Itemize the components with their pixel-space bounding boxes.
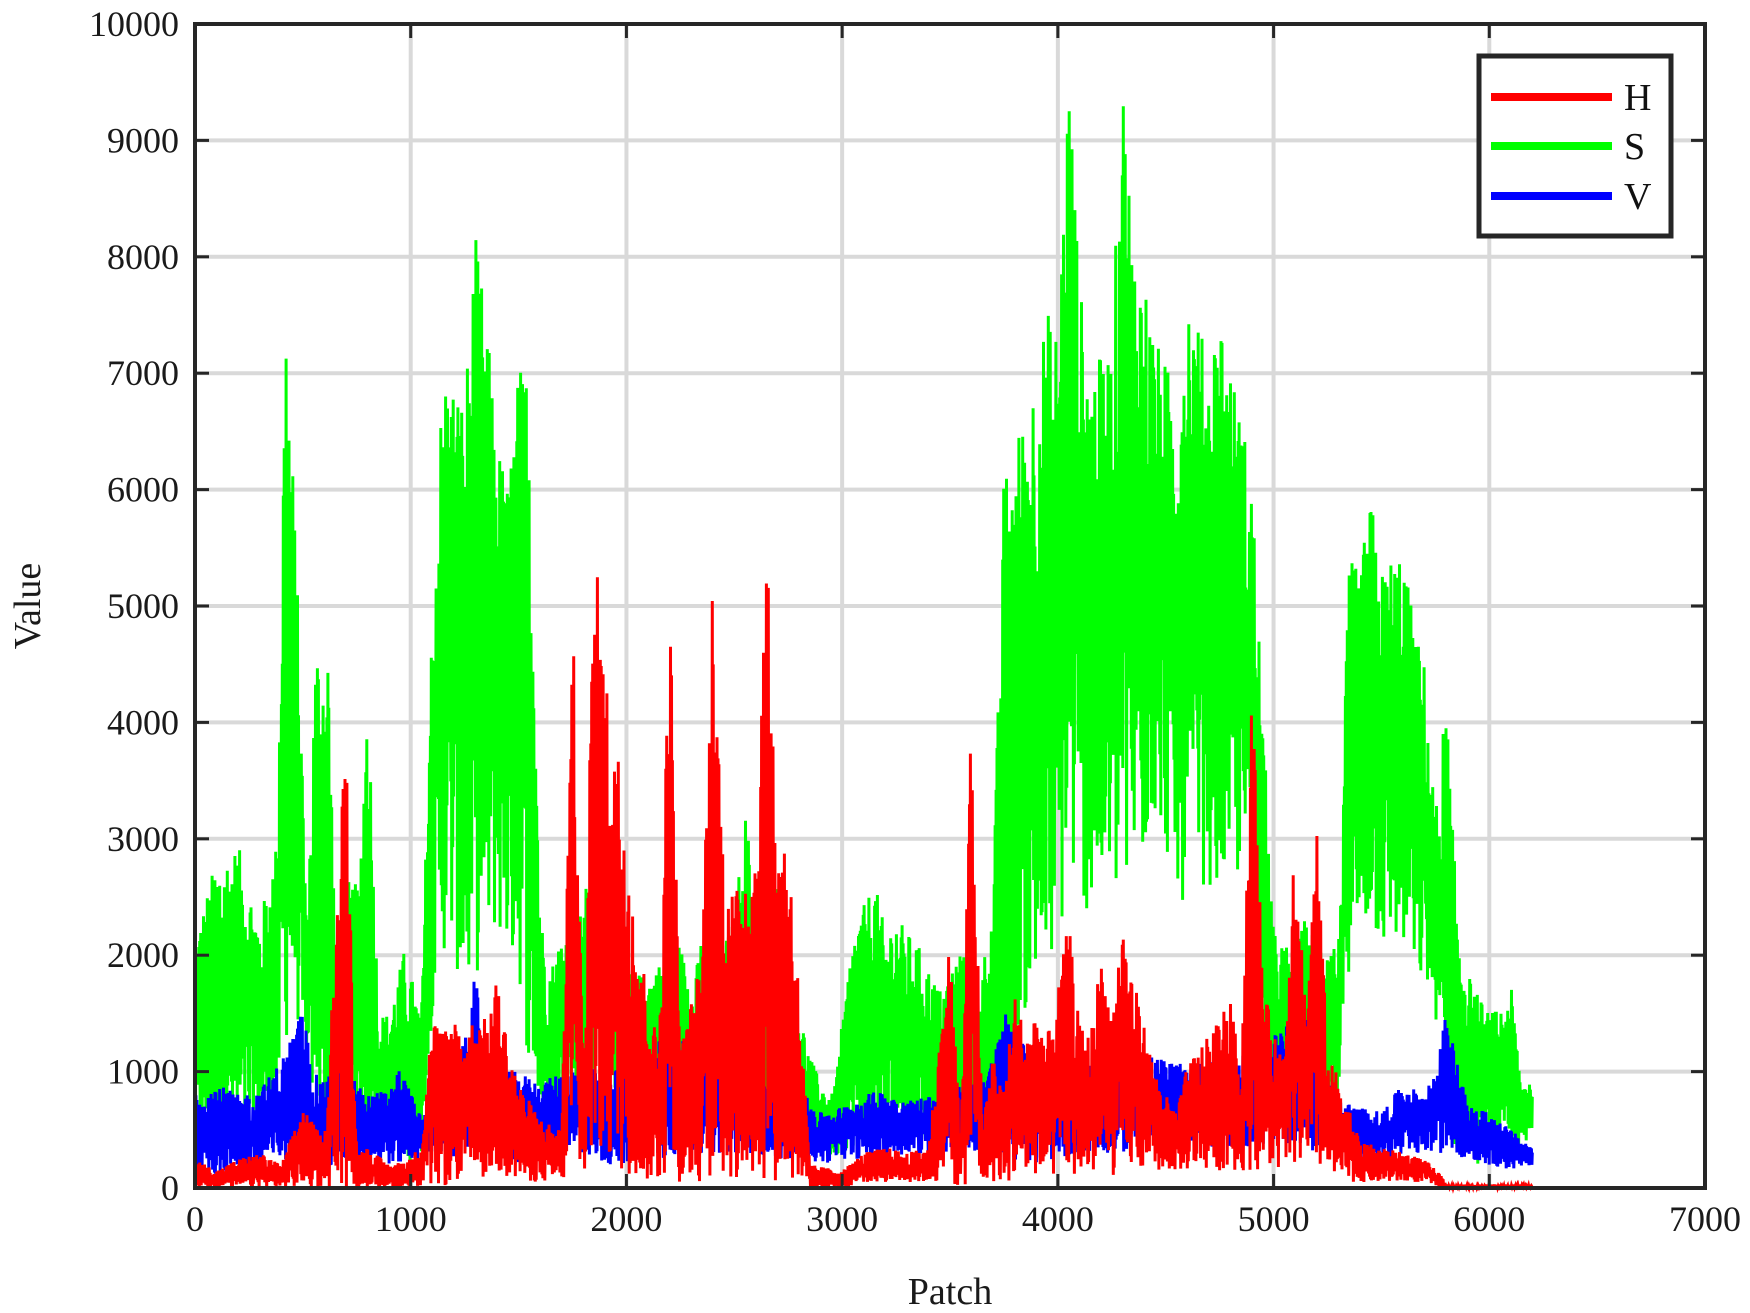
x-tick-labels: 0 1000 2000 3000 4000 5000 6000 7000 xyxy=(186,1199,1741,1239)
x-tick-label-3: 3000 xyxy=(806,1199,878,1239)
legend-label-s: S xyxy=(1624,126,1645,168)
y-tick-label-8: 8000 xyxy=(107,237,179,277)
legend: H S V xyxy=(1476,53,1674,239)
y-tick-label-5: 5000 xyxy=(107,586,179,626)
legend-label-h: H xyxy=(1624,77,1651,119)
y-tick-label-9: 9000 xyxy=(107,120,179,160)
y-tick-label-2: 2000 xyxy=(107,935,179,975)
x-tick-label-5: 5000 xyxy=(1238,1199,1310,1239)
series-line-h xyxy=(193,577,1534,1194)
x-tick-label-2: 2000 xyxy=(590,1199,662,1239)
x-tick-label-0: 0 xyxy=(186,1199,204,1239)
x-tick-label-4: 4000 xyxy=(1022,1199,1094,1239)
x-tick-label-7: 7000 xyxy=(1669,1199,1741,1239)
legend-label-v: V xyxy=(1624,176,1652,218)
tick-marks xyxy=(193,22,1707,1190)
y-tick-label-3: 3000 xyxy=(107,819,179,859)
series-layer xyxy=(193,106,1534,1194)
y-tick-label-7: 7000 xyxy=(107,353,179,393)
x-axis-title: Patch xyxy=(908,1271,992,1313)
x-tick-label-1: 1000 xyxy=(375,1199,447,1239)
x-tick-label-6: 6000 xyxy=(1453,1199,1525,1239)
y-tick-label-0: 0 xyxy=(161,1168,179,1208)
y-tick-labels: 0 1000 2000 3000 4000 5000 6000 7000 8000 9000 100… xyxy=(89,4,179,1208)
y-tick-label-6: 6000 xyxy=(107,470,179,510)
y-tick-label-10: 10000 xyxy=(89,4,179,44)
y-axis-title: Value xyxy=(7,563,49,650)
y-tick-label-1: 1000 xyxy=(107,1052,179,1092)
y-tick-label-4: 4000 xyxy=(107,702,179,742)
